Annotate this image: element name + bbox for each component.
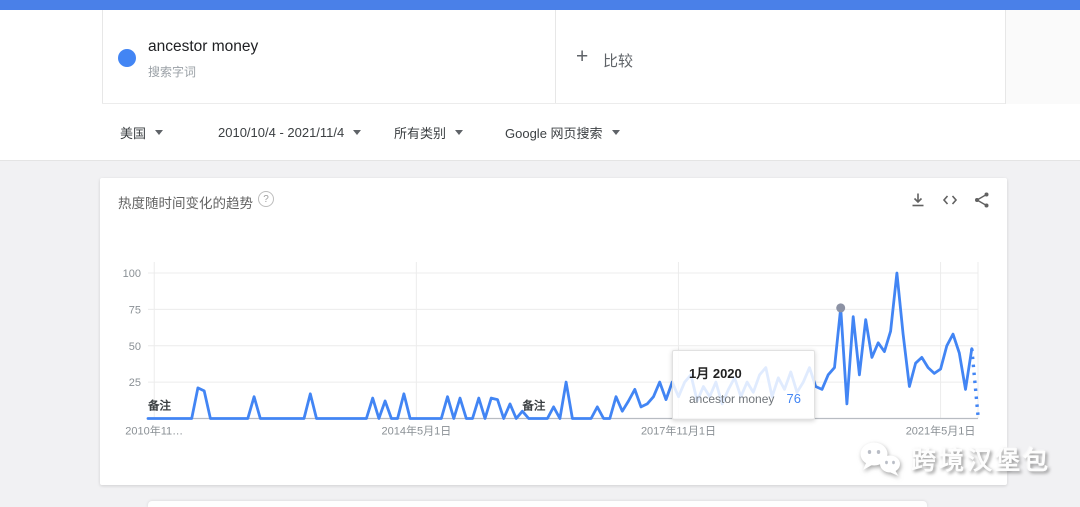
- row-filler: [1006, 10, 1080, 104]
- embed-icon[interactable]: [941, 191, 959, 209]
- chevron-down-icon: [155, 129, 164, 135]
- geo-filter-dropdown[interactable]: 美国: [120, 104, 164, 160]
- card-actions: [909, 191, 991, 209]
- trend-chart[interactable]: 100 75 50 25 2010年11… 2014年5月1日 2017年11月1日 2021…: [100, 178, 1007, 485]
- search-term-label: ancestor money: [148, 38, 259, 55]
- svg-text:25: 25: [129, 377, 141, 389]
- divider: [102, 103, 1005, 104]
- svg-text:75: 75: [129, 304, 141, 316]
- category-label: 所有类别: [394, 125, 447, 141]
- search-term-type: 搜索字词: [148, 65, 197, 79]
- plus-icon: +: [576, 45, 589, 68]
- watermark: 跨境汉堡包: [857, 439, 1051, 479]
- help-icon[interactable]: ?: [258, 191, 274, 207]
- search-type-label: Google 网页搜索: [505, 125, 603, 141]
- download-icon[interactable]: [909, 191, 927, 209]
- svg-text:2017年11月1日: 2017年11月1日: [641, 424, 716, 438]
- top-blue-bar: [0, 0, 1080, 10]
- search-term-row: ancestor money 搜索字词 + 比较: [0, 10, 1080, 104]
- interest-over-time-card: 热度随时间变化的趋势 ? 100 75 50 25 2010年11… 2014年5月1日 2: [100, 178, 1007, 485]
- chevron-down-icon: [353, 129, 362, 135]
- svg-text:2021年5月1日: 2021年5月1日: [906, 424, 976, 438]
- tooltip-term: ancestor money: [689, 392, 775, 406]
- time-range-label: 2010/10/4 - 2021/11/4: [218, 124, 345, 140]
- divider: [555, 10, 556, 104]
- note-marker[interactable]: 备注: [147, 399, 171, 413]
- card-title: 热度随时间变化的趋势: [118, 196, 253, 211]
- wechat-icon: [860, 442, 900, 476]
- note-marker[interactable]: 备注: [521, 399, 545, 413]
- series-color-dot-icon: [118, 49, 136, 67]
- divider: [1005, 10, 1006, 104]
- chevron-down-icon: [455, 129, 464, 135]
- watermark-text: 跨境汉堡包: [911, 447, 1052, 475]
- compare-label: 比较: [603, 53, 634, 70]
- search-type-filter-dropdown[interactable]: Google 网页搜索: [505, 104, 620, 160]
- category-filter-dropdown[interactable]: 所有类别: [394, 104, 464, 160]
- chart-tooltip: 1月 2020 ancestor money 76: [672, 350, 815, 420]
- tooltip-value: 76: [786, 391, 801, 406]
- svg-text:100: 100: [123, 268, 141, 280]
- geo-filter-label: 美国: [120, 125, 147, 141]
- divider: [102, 10, 103, 104]
- svg-text:2010年11…: 2010年11…: [125, 424, 183, 438]
- tooltip-date: 1月 2020: [689, 366, 742, 381]
- share-icon[interactable]: [973, 191, 991, 209]
- svg-text:2014年5月1日: 2014年5月1日: [381, 424, 451, 438]
- next-card-edge: [148, 501, 927, 507]
- svg-text:50: 50: [129, 341, 141, 353]
- time-range-filter-dropdown[interactable]: 2010/10/4 - 2021/11/4: [218, 104, 362, 160]
- filter-bar: 美国 2010/10/4 - 2021/11/4 所有类别 Google 网页搜…: [0, 104, 1080, 161]
- chevron-down-icon: [611, 129, 620, 135]
